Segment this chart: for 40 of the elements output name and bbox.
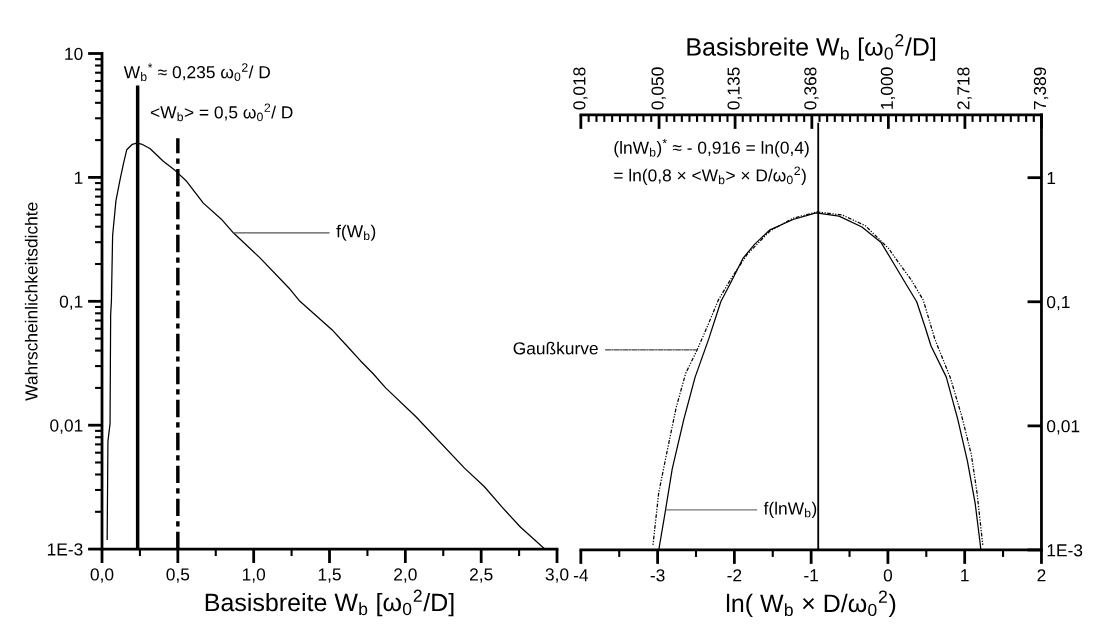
x-tick-label: 0,368	[804, 67, 819, 110]
y-tick-label: 0,1	[1046, 295, 1070, 311]
y-tick-label: 0,01	[50, 419, 83, 434]
x-tick-label: 1,5	[318, 568, 341, 583]
x2-tick-label: 1	[961, 569, 969, 582]
annotation: f(W$_{b}$)	[336, 224, 376, 241]
x-tick-label: 0,0	[90, 568, 114, 583]
x-tick-label: 1,000	[880, 67, 896, 109]
x-tick-label: 0,018	[573, 67, 588, 110]
y-tick-label: 1E-3	[47, 543, 83, 556]
x2-tick-label: 2	[1037, 569, 1046, 582]
x2-tick-label: -1	[804, 569, 819, 582]
y-tick-label: 0,1	[59, 295, 83, 310]
x2-axis-title: ln( W$_{b}$ × D/ω$_{0}$$^{2}$)	[726, 590, 896, 618]
x-tick-label: 7,389	[1033, 67, 1049, 110]
y-tick-label: 10	[65, 47, 83, 60]
ref-line-label: <W$_{b}$> = 0,5 ω$_{0}$$^{2}$/ D	[150, 103, 293, 122]
text: (lnW$_{b}$)$^{*}$ ≈ - 0,916 = ln(0,4) = ln(0,8 × <W$_{b}$> × D/ω$_{0}$$^{2}$)	[614, 138, 809, 185]
x-axis-title: Basisbreite W$_{b}$ [ω$_{0}$$^{2}$/D]	[205, 589, 454, 617]
x2-tick-label: -4	[573, 569, 589, 582]
y-tick-label: 0,01	[1046, 420, 1080, 435]
x-axis-title: Basisbreite W$_{b}$ [ω$_{0}$$^{2}$/D]	[687, 34, 936, 61]
x-tick-label: 2,718	[957, 67, 972, 110]
annotation: Gaußkurve	[513, 341, 598, 355]
y-axis-title: Wahrscheinlichkeitsdichte	[24, 202, 38, 401]
x2-tick-label: -3	[650, 569, 665, 582]
annotation: f(lnW$_{b}$)	[763, 501, 817, 519]
x-tick-label: 2,0	[394, 568, 417, 583]
x-tick-label: 0,5	[166, 568, 190, 583]
x2-tick-label: 0	[883, 569, 893, 582]
x-tick-label: 0,135	[727, 67, 742, 110]
x-tick-label: 2,5	[469, 568, 493, 583]
x-tick-label: 3,0	[545, 568, 569, 583]
y-tick-label: 1E-3	[1047, 544, 1083, 557]
x-tick-label: 1,0	[242, 568, 266, 583]
y-tick-label: 1	[74, 171, 83, 184]
x2-tick-label: -2	[727, 569, 742, 582]
ref-line-label: W$_{b}$$^{*}$ ≈ 0,235 ω$_{0}$$^{2}$/ D	[123, 63, 270, 82]
x-tick-label: 0,050	[651, 67, 666, 110]
y-tick-label: 1	[1047, 172, 1056, 184]
